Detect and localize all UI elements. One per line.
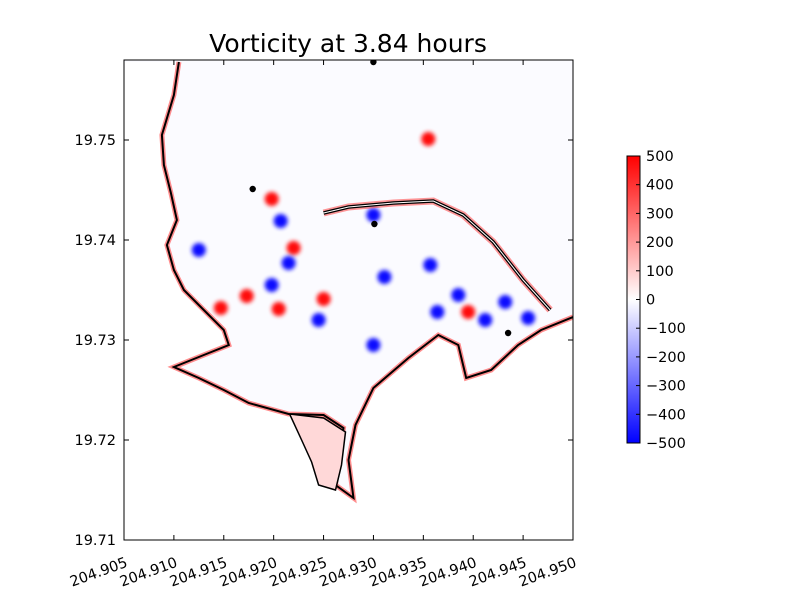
coastline-layer [159, 61, 573, 504]
eddy-positive [264, 192, 279, 206]
colorbar-tick-label: 400 [646, 178, 674, 194]
eddy-positive [421, 132, 436, 146]
eddy-positive [316, 292, 331, 306]
colorbar-tick-label: −100 [646, 321, 686, 337]
eddy-positive [213, 301, 228, 315]
eddy-positive [239, 289, 254, 303]
colorbar: 500 400 300 200 100 0 −100 −200 −300 −400 −500 [626, 149, 686, 452]
colorbar-tick-label: −200 [646, 350, 686, 366]
eddy-negative [423, 258, 438, 272]
eddy-negative [451, 288, 466, 302]
gauge-point [249, 185, 256, 193]
gauge-layer [249, 60, 512, 337]
y-tick-label: 19.75 [74, 133, 116, 149]
eddy-negative [377, 270, 392, 284]
eddy-negative [281, 256, 296, 270]
gauge-point [504, 329, 512, 337]
vorticity-field [124, 60, 573, 540]
plot-frame [123, 59, 574, 541]
colorbar-tick-label: 300 [646, 206, 674, 222]
eddy-positive [286, 241, 301, 255]
lagoon-outline [288, 413, 347, 491]
colorbar-tick-label: 500 [646, 149, 674, 165]
plot-area [124, 60, 573, 540]
eddy-negative [366, 338, 381, 352]
land-region [124, 62, 573, 540]
eddy-positive [461, 305, 476, 319]
chart-title: Vorticity at 3.84 hours [209, 29, 487, 58]
eddy-negative [311, 313, 326, 327]
eddy-negative [478, 313, 493, 327]
eddy-negative [430, 305, 445, 319]
eddy-negative [191, 243, 206, 257]
eddy-layer [191, 132, 536, 352]
eddy-negative [366, 208, 381, 222]
colorbar-ticks: 500 400 300 200 100 0 −100 −200 −300 −400 −500 [636, 149, 686, 452]
colorbar-tick-label: −500 [646, 436, 686, 452]
eddy-negative [521, 311, 536, 325]
y-tick-label: 19.73 [74, 333, 116, 349]
gauge-point [371, 220, 378, 228]
eddy-negative [498, 295, 513, 309]
y-tick-label: 19.74 [74, 233, 116, 249]
colorbar-tick-label: −400 [646, 407, 686, 423]
eddy-positive [271, 302, 286, 316]
breakwater-inner [323, 200, 551, 311]
y-tick-label: 19.72 [74, 433, 116, 449]
eddy-negative [264, 278, 279, 292]
y-tick-label: 19.71 [74, 533, 116, 549]
colorbar-tick-label: 0 [646, 293, 655, 309]
eddy-negative [273, 214, 288, 228]
colorbar-tick-label: 200 [646, 235, 674, 251]
colorbar-tick-label: 100 [646, 264, 674, 280]
colorbar-tick-label: −300 [646, 379, 686, 395]
x-tick-label: 204.950 [517, 555, 579, 591]
coastline [160, 61, 573, 501]
y-axis: 19.71 19.72 19.73 19.74 19.75 [74, 133, 573, 549]
